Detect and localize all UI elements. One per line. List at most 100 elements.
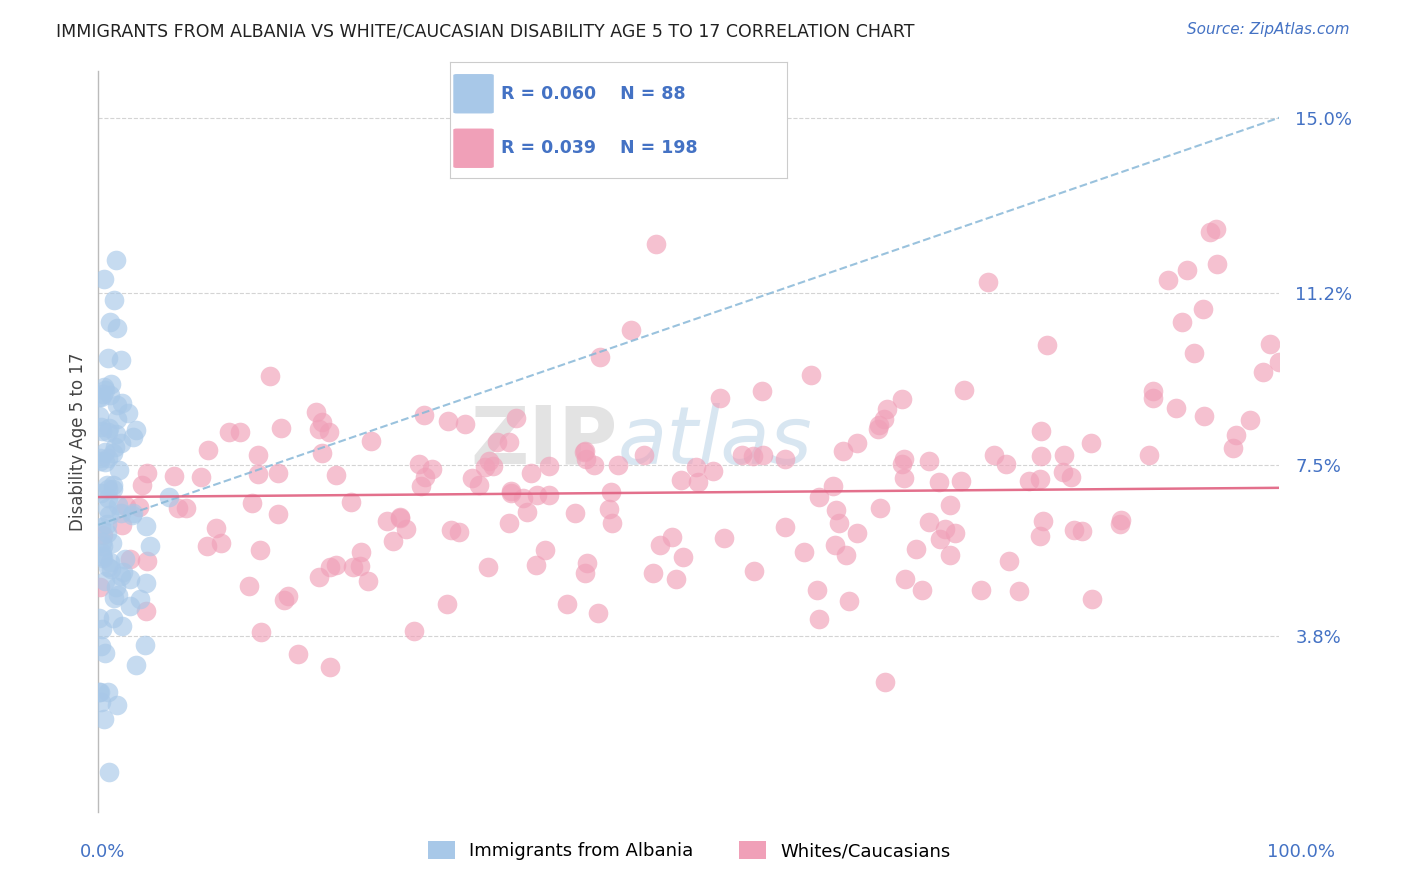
Point: [845, 436, 868, 450]
Point: [97, 491, 120, 506]
Point: [98, 508, 121, 523]
Point: [135, 519, 157, 533]
Point: [402, 624, 425, 639]
Point: [87, 409, 110, 424]
Point: [574, 444, 596, 458]
Point: [131, 477, 153, 491]
Point: [555, 597, 578, 611]
Point: [107, 588, 129, 602]
Text: atlas: atlas: [619, 402, 813, 481]
Point: [90, 486, 112, 500]
Point: [163, 469, 186, 483]
Point: [128, 500, 150, 514]
Point: [893, 471, 915, 485]
Point: [620, 322, 643, 336]
Text: Source: ZipAtlas.com: Source: ZipAtlas.com: [1187, 22, 1350, 37]
Point: [87, 685, 110, 699]
Point: [1205, 222, 1227, 236]
Point: [775, 451, 797, 466]
Point: [90, 520, 112, 534]
Point: [375, 514, 398, 528]
Point: [1029, 472, 1052, 486]
Point: [350, 545, 373, 559]
Point: [118, 599, 141, 614]
Text: ZIP: ZIP: [471, 402, 619, 481]
Point: [360, 434, 382, 449]
Point: [524, 558, 547, 572]
Point: [869, 501, 891, 516]
Point: [498, 516, 520, 531]
Point: [918, 454, 941, 468]
Point: [516, 505, 538, 519]
Point: [311, 446, 333, 460]
Point: [325, 558, 347, 573]
Point: [575, 452, 598, 467]
Point: [821, 478, 844, 492]
Point: [87, 611, 110, 625]
Point: [277, 590, 299, 604]
Point: [91, 528, 114, 542]
Point: [134, 638, 156, 652]
Point: [600, 485, 623, 500]
Point: [437, 414, 460, 428]
Point: [449, 525, 471, 540]
Point: [138, 539, 160, 553]
Point: [891, 457, 914, 471]
Point: [94, 646, 117, 660]
Point: [101, 446, 124, 460]
Point: [918, 515, 941, 529]
Point: [349, 559, 371, 574]
Point: [111, 565, 134, 579]
Point: [1080, 436, 1102, 450]
Point: [103, 478, 125, 492]
Point: [454, 417, 477, 431]
Point: [893, 572, 915, 586]
Point: [135, 554, 157, 568]
Point: [498, 434, 520, 449]
FancyBboxPatch shape: [453, 74, 494, 113]
Point: [90, 390, 112, 404]
Point: [107, 498, 129, 512]
Point: [90, 420, 112, 434]
Point: [209, 535, 232, 549]
Point: [468, 478, 491, 492]
Point: [589, 350, 612, 364]
Point: [731, 448, 754, 462]
Point: [100, 555, 122, 569]
Point: [96, 517, 118, 532]
Point: [478, 453, 501, 467]
Point: [97, 483, 120, 497]
Point: [97, 451, 120, 466]
Point: [96, 500, 118, 515]
Point: [122, 430, 145, 444]
Point: [104, 440, 127, 454]
Point: [93, 272, 115, 286]
Point: [713, 532, 735, 546]
Point: [586, 607, 609, 621]
Point: [1008, 584, 1031, 599]
Point: [1018, 474, 1040, 488]
Point: [218, 425, 240, 440]
Point: [893, 451, 915, 466]
Point: [477, 559, 499, 574]
Point: [100, 562, 122, 576]
Point: [1109, 513, 1132, 527]
Point: [110, 436, 132, 450]
Point: [381, 534, 404, 549]
Point: [270, 421, 292, 435]
Point: [808, 612, 831, 626]
Point: [661, 530, 683, 544]
Point: [440, 524, 463, 538]
Point: [395, 522, 418, 536]
Point: [120, 552, 142, 566]
Point: [808, 490, 831, 504]
Point: [1239, 413, 1261, 427]
Point: [195, 539, 218, 553]
Point: [1070, 524, 1092, 538]
Point: [121, 508, 143, 522]
Point: [105, 252, 128, 267]
Point: [582, 458, 605, 473]
Point: [114, 552, 136, 566]
Point: [110, 352, 132, 367]
FancyBboxPatch shape: [453, 128, 494, 168]
